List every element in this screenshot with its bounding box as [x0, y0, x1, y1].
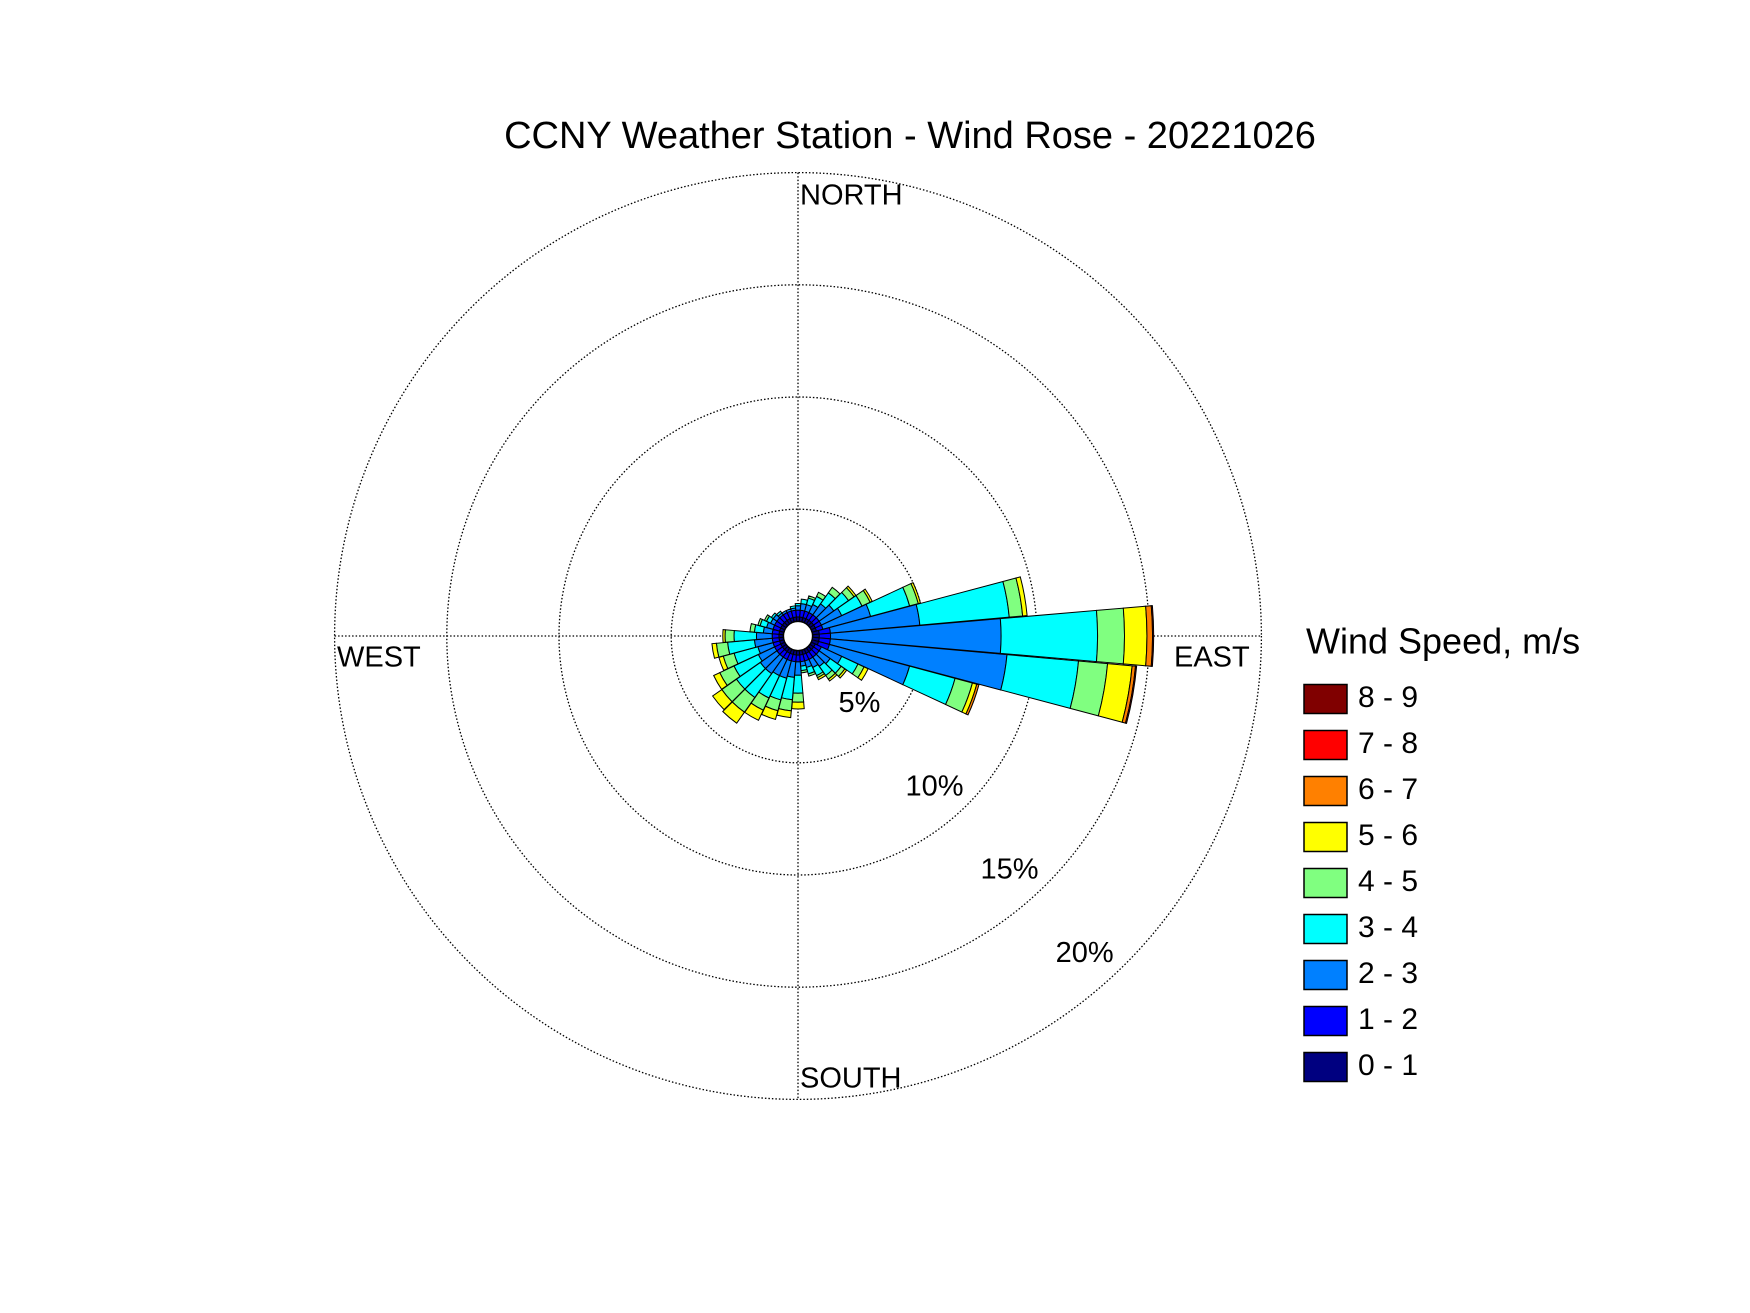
sector	[965, 683, 980, 716]
ring-label: 10%	[905, 770, 963, 802]
sector	[763, 614, 771, 622]
sectors	[711, 576, 1155, 725]
legend-label: 5 - 6	[1358, 819, 1418, 852]
legend-label: 4 - 5	[1358, 865, 1418, 898]
sector	[794, 602, 802, 607]
sector	[800, 669, 809, 674]
center-hole	[782, 620, 814, 652]
sector	[770, 612, 778, 620]
ring-label: 20%	[1056, 937, 1114, 969]
legend-swatch	[1303, 729, 1348, 761]
labels: NORTH EAST WEST SOUTH 5% 10% 15% 20%	[337, 180, 1250, 1095]
legend-swatch	[1303, 775, 1348, 807]
legend-title: Wind Speed, m/s	[1306, 621, 1580, 662]
north-label: NORTH	[800, 180, 903, 212]
ring-label: 15%	[981, 854, 1039, 886]
grid-ring	[333, 171, 1263, 1101]
sector	[775, 610, 783, 617]
legend-label: 2 - 3	[1358, 957, 1418, 990]
sector	[724, 629, 735, 643]
legend-label: 6 - 7	[1358, 773, 1418, 806]
legend-swatch	[1303, 1051, 1348, 1083]
south-label: SOUTH	[800, 1063, 902, 1095]
sector	[757, 617, 764, 627]
east-label: EAST	[1174, 642, 1250, 674]
sector	[722, 629, 726, 643]
sector	[749, 622, 757, 633]
sector	[791, 692, 805, 703]
legend-swatch	[1303, 867, 1348, 899]
legend-label: 8 - 9	[1358, 681, 1418, 714]
legend-label: 3 - 4	[1358, 911, 1418, 944]
sector	[915, 580, 1010, 626]
legend-label: 1 - 2	[1358, 1003, 1418, 1036]
sector	[712, 671, 728, 690]
sector	[791, 701, 805, 710]
sector	[1124, 665, 1138, 725]
legend-label: 0 - 1	[1358, 1049, 1418, 1082]
legend-swatch	[1303, 821, 1348, 853]
chart-title: CCNY Weather Station - Wind Rose - 20221…	[504, 115, 1316, 157]
legend-swatch	[1303, 959, 1348, 991]
sector	[789, 605, 797, 610]
sector	[711, 642, 720, 659]
sector	[1150, 605, 1155, 667]
legend-swatch	[1303, 913, 1348, 945]
sector	[722, 701, 746, 724]
sector	[999, 609, 1099, 663]
sector	[794, 605, 802, 611]
ring-label: 5%	[838, 687, 880, 719]
sector	[1015, 576, 1028, 617]
sector	[827, 672, 838, 682]
sector	[857, 666, 869, 681]
sector	[1000, 654, 1080, 710]
legend-swatch	[1303, 1005, 1348, 1037]
sector	[1122, 605, 1148, 667]
sector	[837, 668, 848, 679]
legend: Wind Speed, m/s 0 - 1 1 - 2 2 - 3 3 - 4 4 - …	[1303, 621, 1580, 1083]
west-label: WEST	[337, 642, 421, 674]
sector	[816, 673, 827, 681]
legend-swatch	[1303, 683, 1348, 715]
sector	[807, 670, 817, 677]
sector	[1095, 607, 1126, 665]
legend-label: 7 - 8	[1358, 727, 1418, 760]
